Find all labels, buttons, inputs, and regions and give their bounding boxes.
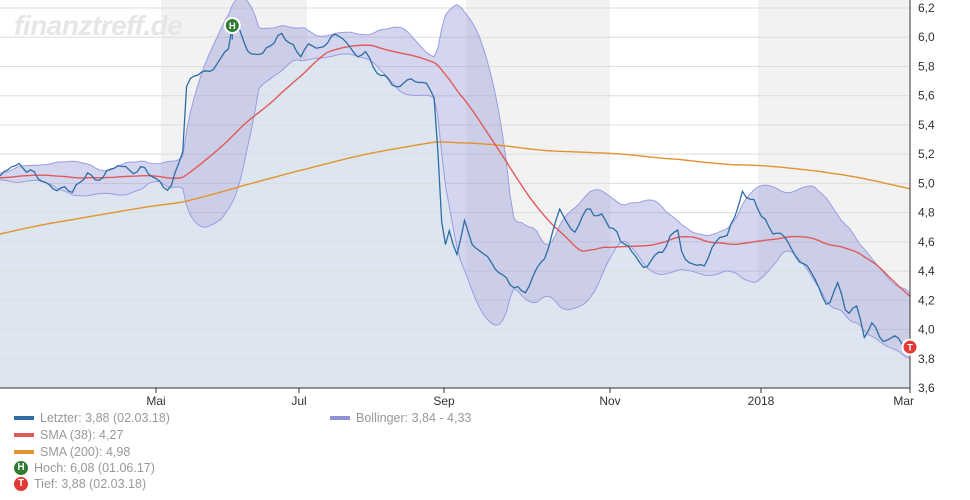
- svg-text:Mai: Mai: [146, 394, 165, 408]
- svg-text:4,2: 4,2: [918, 293, 935, 307]
- svg-text:4,6: 4,6: [918, 235, 935, 249]
- svg-text:4,4: 4,4: [918, 264, 935, 278]
- svg-text:4,0: 4,0: [918, 323, 935, 337]
- svg-text:5,8: 5,8: [918, 59, 935, 73]
- svg-text:3,6: 3,6: [918, 381, 935, 395]
- svg-text:3,8: 3,8: [918, 352, 935, 366]
- svg-text:5,6: 5,6: [918, 89, 935, 103]
- svg-text:T: T: [907, 343, 913, 354]
- svg-text:4,8: 4,8: [918, 206, 935, 220]
- svg-text:Jul: Jul: [291, 394, 306, 408]
- svg-text:Nov: Nov: [599, 394, 620, 408]
- svg-text:5,0: 5,0: [918, 176, 935, 190]
- svg-text:6,0: 6,0: [918, 30, 935, 44]
- svg-text:Sep: Sep: [433, 394, 455, 408]
- svg-text:5,4: 5,4: [918, 118, 935, 132]
- svg-text:H: H: [229, 21, 236, 32]
- svg-text:Mar: Mar: [893, 394, 914, 408]
- svg-text:5,2: 5,2: [918, 147, 935, 161]
- svg-text:6,2: 6,2: [918, 1, 935, 15]
- svg-text:2018: 2018: [748, 394, 775, 408]
